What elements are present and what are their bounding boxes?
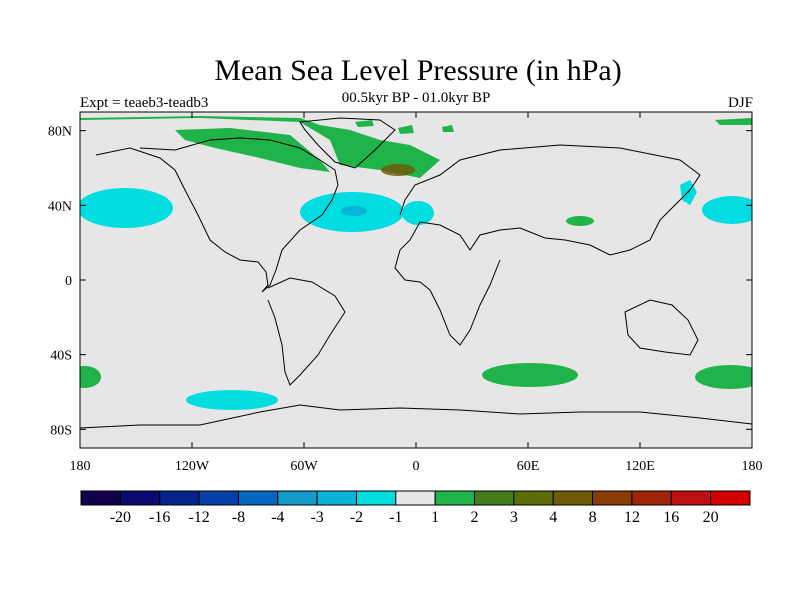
longitude-ticks: 180 120W 60W 0 60E 120E 180 (70, 112, 763, 474)
lat-tick-label: 40N (48, 199, 72, 214)
arctic-patch-far-east (715, 118, 752, 125)
southeast-pacific-negative (186, 390, 278, 410)
colorbar-label: -2 (350, 509, 363, 526)
colorbar-label: -16 (149, 509, 170, 526)
greenland-positive-region (175, 128, 330, 172)
colorbar-label: 3 (510, 509, 518, 526)
arctic-patch-center (355, 120, 374, 127)
lon-tick-label: 60W (290, 459, 318, 474)
colorbar-label: 20 (703, 509, 719, 526)
lon-tick-label: 180 (70, 459, 91, 474)
central-asia-positive (566, 216, 594, 226)
greenland-coast (299, 117, 396, 169)
map-area (80, 112, 752, 448)
lon-tick-label: 0 (413, 459, 420, 474)
colorbar-label: -12 (188, 509, 209, 526)
coastlines (80, 117, 752, 429)
colorbar-label: -3 (310, 509, 323, 526)
australia-coast (624, 299, 699, 356)
greenland-sea-core (381, 164, 415, 176)
lon-tick-label: 60E (517, 459, 540, 474)
colorbar-label: 12 (624, 509, 640, 526)
lon-tick-label: 180 (742, 459, 763, 474)
colorbar-box (710, 490, 751, 506)
south-america-coast (267, 277, 346, 386)
lon-tick-label: 120W (175, 459, 210, 474)
colorbar-label: 2 (471, 509, 479, 526)
lat-tick-label: 40S (50, 349, 72, 364)
arctic-patch-east (398, 125, 414, 134)
chart-title: Mean Sea Level Pressure (in hPa) (214, 54, 621, 87)
north-atlantic-east-negative (402, 201, 434, 225)
colorbar-box (474, 490, 515, 506)
southern-indian-positive (482, 363, 578, 387)
arctic-patch-north (442, 125, 454, 132)
lat-tick-label: 0 (65, 274, 72, 289)
southwest-pacific-positive (695, 365, 752, 389)
eurasia-africa-coast (394, 144, 701, 346)
colorbar-label: -8 (232, 509, 245, 526)
experiment-label: Expt = teaeb3-teadb3 (80, 95, 208, 111)
colorbar-label: 4 (549, 509, 557, 526)
colorbar-box (355, 490, 397, 506)
colorbar-box (119, 490, 161, 506)
latitude-ticks: 80N 40N 0 40S 80S (48, 125, 752, 438)
colorbar-box (592, 490, 633, 506)
north-pacific-negative (80, 188, 173, 228)
north-pacific-edge-negative (702, 196, 752, 224)
colorbar-box (316, 490, 357, 506)
colorbar-box (198, 490, 239, 506)
lon-tick-label: 120E (625, 459, 655, 474)
colorbar-box (513, 490, 554, 506)
colorbar-box (552, 490, 594, 506)
colorbar-label: -20 (110, 509, 131, 526)
antarctica-coast (80, 404, 752, 429)
colorbar-box (237, 490, 279, 506)
arctic-positive-region (80, 116, 440, 178)
colorbar-label: 8 (589, 509, 597, 526)
colorbar-box (80, 490, 121, 506)
colorbar-box (631, 490, 672, 506)
season-label: DJF (728, 95, 753, 111)
period-label: 00.5kyr BP - 01.0kyr BP (342, 90, 491, 106)
colorbar-box (434, 490, 476, 506)
colorbar-labels: -20 -16 -12 -8 -4 -3 -2 -1 1 2 3 4 8 12 16 20 (110, 509, 719, 526)
north-atlantic-core (341, 206, 367, 216)
colorbar-label: -1 (389, 509, 402, 526)
lat-tick-label: 80S (50, 423, 72, 438)
colorbar-box (670, 490, 712, 506)
colorbar-box (277, 490, 318, 506)
colorbar-label: -4 (271, 509, 284, 526)
north-america-coast (95, 137, 339, 293)
lat-tick-label: 80N (48, 125, 72, 140)
southwest-pacific-edge (80, 366, 101, 388)
colorbar-box (395, 490, 436, 506)
colorbar-label: 1 (431, 509, 439, 526)
colorbar-label: 16 (663, 509, 679, 526)
colorbar-box (159, 490, 200, 506)
positive-anomaly-layer (80, 116, 752, 389)
colorbar (80, 490, 751, 506)
